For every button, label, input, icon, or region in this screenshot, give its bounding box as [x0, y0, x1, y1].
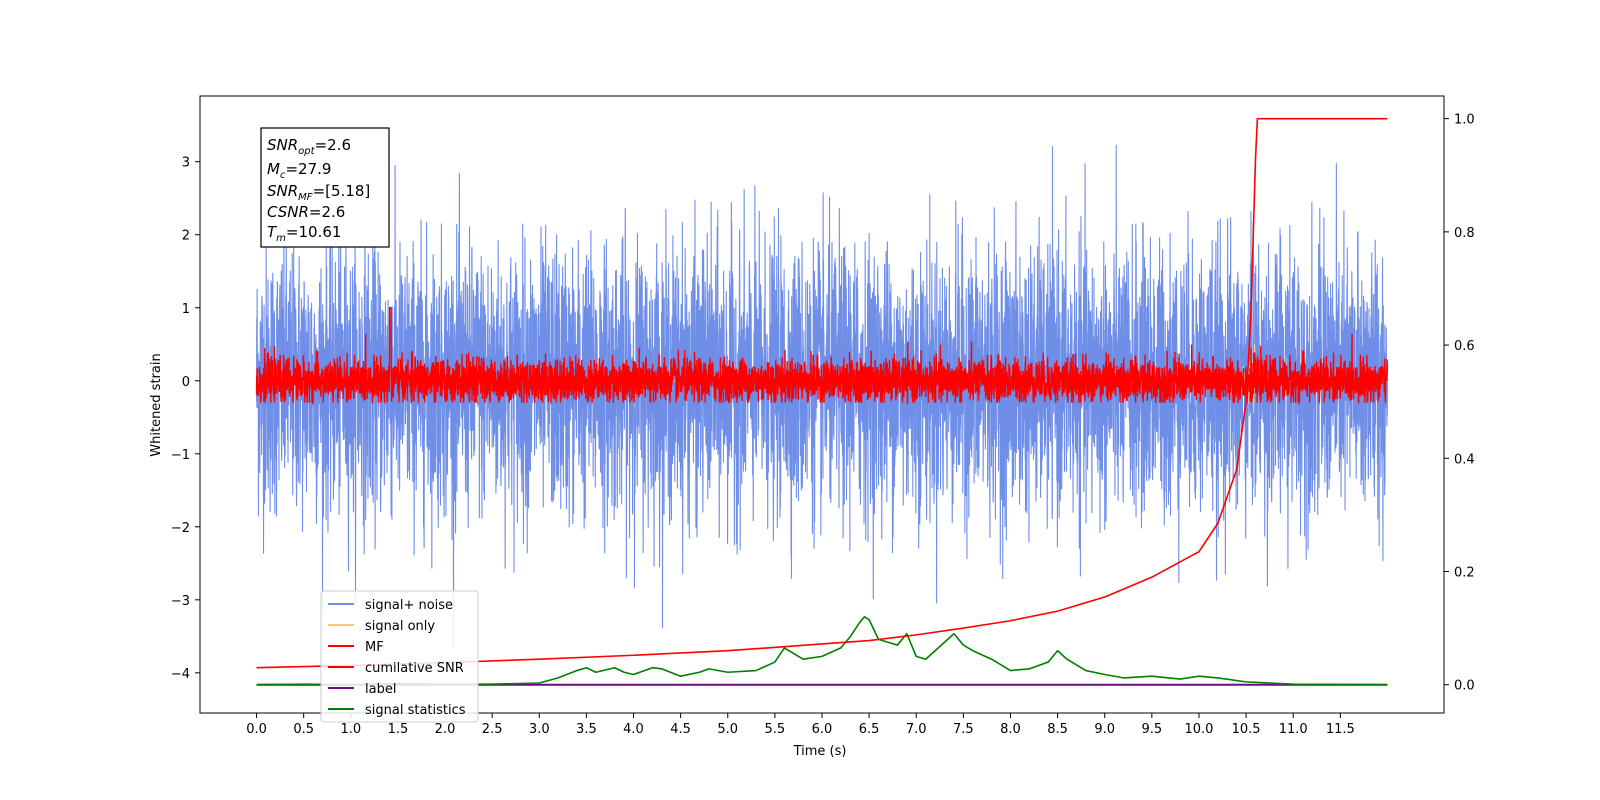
y2-tick-label: 1.0 — [1454, 113, 1475, 128]
series-signal-noise — [256, 144, 1388, 646]
legend-label: signal+ noise — [365, 598, 453, 613]
legend-box — [320, 590, 479, 723]
series-cumulative-snr — [256, 117, 1388, 669]
x-tick-label: 10.5 — [1232, 722, 1261, 737]
legend: signal+ noise signal only MF cumilative SNR… — [320, 590, 479, 723]
signal-noise-line — [256, 144, 1388, 646]
y-axis-label: Whitened strain — [149, 353, 164, 456]
legend-label: cumilative SNR — [365, 661, 464, 676]
x-tick-label: 2.5 — [482, 722, 503, 737]
x-tick-label: 10.0 — [1184, 722, 1213, 737]
info-snr-mf: =[5.18] — [313, 182, 371, 200]
y-tick-label: 3 — [182, 156, 190, 171]
x-tick-label: 6.0 — [812, 722, 833, 737]
x-tick-label: 5.0 — [717, 722, 738, 737]
y2-tick-label: 0.4 — [1454, 452, 1475, 467]
x-tick-label: 1.0 — [340, 722, 361, 737]
y-tick-label: −4 — [171, 667, 190, 682]
y-tick-label: −1 — [171, 448, 190, 463]
y2-tick-label: 0.2 — [1454, 565, 1475, 580]
svg-text:CSNR=2.6: CSNR=2.6 — [267, 203, 345, 221]
x-tick-label: 7.0 — [906, 722, 927, 737]
mf-line — [255, 307, 1389, 405]
y-tick-label: −3 — [171, 594, 190, 609]
y-tick-label: 2 — [182, 229, 190, 244]
x-tick-label: 9.5 — [1142, 722, 1163, 737]
info-snr-opt: =2.6 — [315, 136, 351, 154]
svg-text:Tm=10.61: Tm=10.61 — [267, 223, 341, 244]
x-axis-label: Time (s) — [793, 744, 847, 759]
x-tick-label: 0.0 — [246, 722, 267, 737]
svg-text:SNRMF=[5.18]: SNRMF=[5.18] — [267, 182, 370, 203]
svg-text:SNRopt=2.6: SNRopt=2.6 — [267, 136, 351, 157]
x-tick-label: 5.5 — [765, 722, 786, 737]
y2-tick-label: 0.0 — [1454, 679, 1475, 694]
x-tick-label: 3.5 — [576, 722, 597, 737]
y2-tick-label: 0.6 — [1454, 339, 1475, 354]
x-tick-label: 4.0 — [623, 722, 644, 737]
x-tick-label: 11.0 — [1279, 722, 1308, 737]
x-axis: 0.0 0.5 1.0 1.5 2.0 2.5 3.0 3.5 4.0 4.5 5.0 5.5 6.0 6… — [246, 713, 1355, 737]
info-csnr: =2.6 — [309, 203, 345, 221]
legend-label: label — [365, 682, 396, 697]
info-mc: =27.9 — [285, 160, 331, 178]
x-tick-label: 3.0 — [529, 722, 550, 737]
series-signal-statistics — [256, 615, 1388, 686]
x-tick-label: 6.5 — [859, 722, 880, 737]
svg-text:Mc=27.9: Mc=27.9 — [267, 160, 331, 181]
info-box: SNRopt=2.6 Mc=27.9 SNRMF=[5.18] CSNR=2.6… — [260, 127, 390, 248]
y-axis-right: 0.0 0.2 0.4 0.6 0.8 1.0 — [1444, 113, 1475, 694]
legend-label: signal only — [365, 619, 435, 634]
info-tm: =10.61 — [286, 223, 342, 241]
x-tick-label: 0.5 — [293, 722, 314, 737]
y-tick-label: 0 — [182, 375, 190, 390]
x-tick-label: 11.5 — [1326, 722, 1355, 737]
x-tick-label: 2.0 — [435, 722, 456, 737]
x-tick-label: 8.0 — [1000, 722, 1021, 737]
y-tick-label: 1 — [182, 302, 190, 317]
x-tick-label: 4.5 — [670, 722, 691, 737]
x-tick-label: 9.0 — [1094, 722, 1115, 737]
series-mf — [255, 307, 1389, 405]
x-tick-label: 8.5 — [1047, 722, 1068, 737]
x-tick-label: 1.5 — [388, 722, 409, 737]
y-axis-left: −4 −3 −2 −1 0 1 2 3 — [171, 156, 200, 682]
legend-label: MF — [365, 640, 384, 655]
legend-label: signal statistics — [365, 703, 466, 718]
y2-tick-label: 0.8 — [1454, 226, 1475, 241]
x-tick-label: 7.5 — [953, 722, 974, 737]
y-tick-label: −2 — [171, 521, 190, 536]
